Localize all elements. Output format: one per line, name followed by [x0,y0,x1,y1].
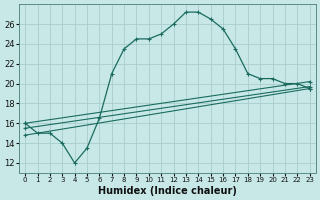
X-axis label: Humidex (Indice chaleur): Humidex (Indice chaleur) [98,186,237,196]
